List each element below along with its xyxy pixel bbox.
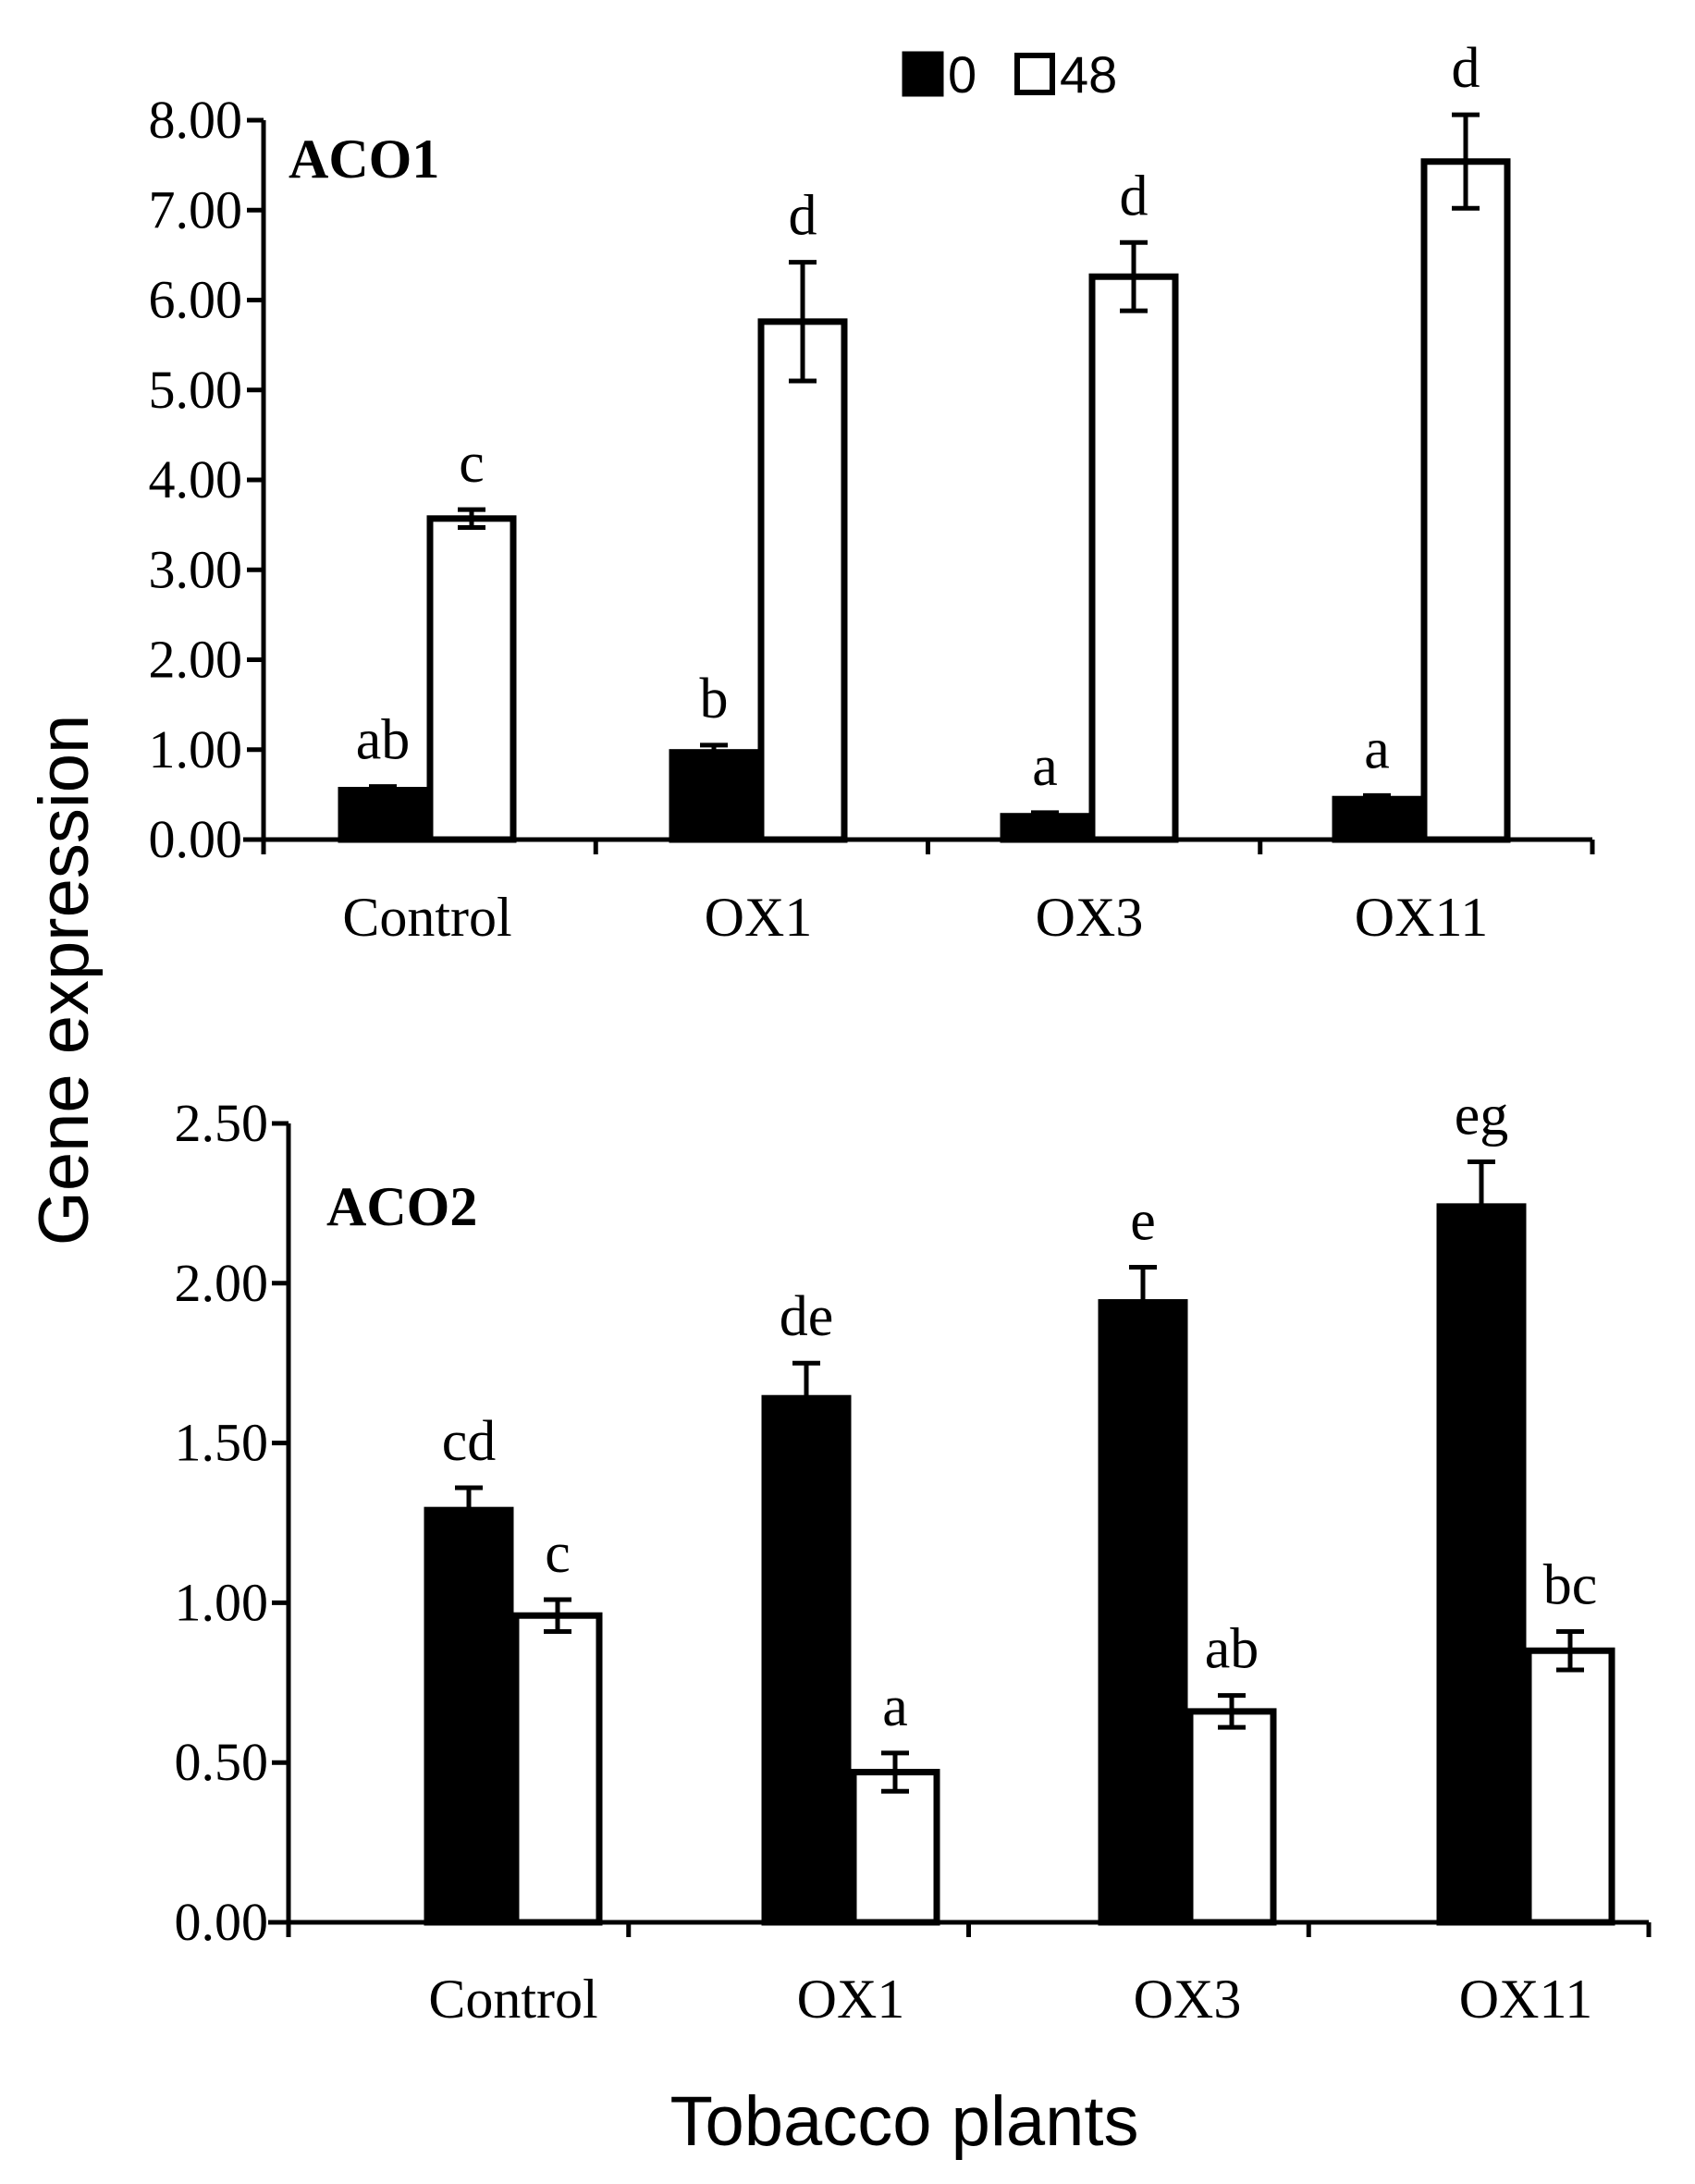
error-bar	[1120, 239, 1148, 313]
significance-label: bc	[1543, 1554, 1598, 1617]
bar-48h	[850, 1769, 940, 1926]
bar-0h	[669, 749, 759, 843]
category-label: OX3	[1036, 887, 1144, 948]
error-bar	[789, 260, 817, 384]
y-tick-label: 0.00	[175, 1892, 269, 1952]
error-bar	[1031, 810, 1059, 823]
significance-label: a	[1364, 718, 1390, 780]
significance-label: c	[545, 1522, 571, 1585]
significance-label: c	[459, 432, 485, 495]
y-tick-label: 1.00	[149, 719, 243, 779]
panel-aco2: ACO2 0.00 0.50 1.00 1.50 2.00 2.50 Control cdc OX…	[175, 1084, 1652, 2030]
chart-title: ACO2	[326, 1176, 477, 1237]
bar-0h	[1000, 813, 1090, 843]
significance-label: ab	[1205, 1618, 1259, 1681]
category-label: Control	[342, 887, 511, 948]
y-tick-label: 3.00	[149, 539, 243, 599]
bar-48h	[1525, 1647, 1615, 1926]
bar-0h	[761, 1394, 852, 1926]
category-label: OX11	[1355, 887, 1488, 948]
category-label: OX1	[797, 1969, 905, 2030]
bar-48h	[1088, 273, 1179, 843]
legend-label-0: 0	[948, 45, 976, 104]
error-bar	[700, 742, 728, 762]
chart-title: ACO1	[289, 129, 439, 190]
y-tick-label: 7.00	[149, 179, 243, 239]
category-label: OX1	[705, 887, 813, 948]
bar-0h	[1436, 1203, 1527, 1926]
category-label: Control	[428, 1969, 597, 2030]
error-bar	[544, 1597, 571, 1635]
error-bar	[458, 507, 485, 531]
significance-label: d	[789, 185, 817, 248]
bar-0h	[1332, 795, 1422, 843]
error-bar	[881, 1750, 909, 1794]
y-tick-label: 8.00	[149, 90, 243, 150]
legend-swatch-48	[1014, 53, 1055, 95]
bar-0h	[1098, 1299, 1188, 1926]
y-tick-label: 0.50	[175, 1732, 269, 1792]
significance-label: e	[1130, 1190, 1156, 1253]
error-bar	[1363, 792, 1391, 805]
y-tick-label: 2.50	[175, 1093, 269, 1153]
x-axis-title: Tobacco plants	[670, 2082, 1139, 2161]
significance-label: b	[700, 668, 729, 730]
legend-label-48: 48	[1060, 45, 1117, 104]
significance-label: d	[1452, 37, 1480, 100]
significance-label: d	[1120, 165, 1148, 227]
y-tick-label: 2.00	[149, 630, 243, 690]
significance-label: cd	[442, 1410, 497, 1473]
significance-label: de	[780, 1285, 834, 1348]
bar-48h	[1186, 1708, 1277, 1926]
legend-swatch-0	[902, 51, 944, 97]
error-bar	[455, 1485, 483, 1535]
y-tick-label: 0.00	[149, 809, 243, 869]
y-tick-label: 2.00	[175, 1253, 269, 1313]
bar-0h	[424, 1506, 514, 1926]
panel-aco1: ACO1 0.00 1.00 2.00 3.00 4.00 5.00 6.00 7.00 8.00…	[149, 37, 1595, 948]
significance-label: a	[882, 1675, 908, 1738]
significance-label: a	[1032, 735, 1058, 798]
bar-48h	[512, 1612, 603, 1926]
category-label: OX3	[1134, 1969, 1242, 2030]
category-label: OX11	[1459, 1969, 1592, 2030]
y-tick-label: 1.50	[175, 1413, 269, 1473]
significance-label: ab	[356, 709, 411, 772]
y-tick-label: 5.00	[149, 360, 243, 420]
error-bar	[1468, 1159, 1495, 1254]
bar-48h	[426, 515, 517, 843]
error-bar	[369, 784, 397, 796]
legend: 0 48	[902, 45, 1117, 104]
y-tick-label: 1.00	[175, 1572, 269, 1632]
error-bar	[1556, 1629, 1584, 1673]
bar-0h	[338, 787, 428, 843]
significance-label: eg	[1455, 1084, 1509, 1147]
y-tick-label: 6.00	[149, 270, 243, 330]
error-bar	[1218, 1693, 1246, 1730]
error-bar	[1452, 112, 1480, 211]
error-bar	[792, 1360, 820, 1436]
bar-48h	[1420, 158, 1511, 843]
y-axis-title: Gene expression	[25, 715, 104, 1246]
bar-48h	[757, 318, 848, 843]
error-bar	[1129, 1265, 1157, 1341]
y-tick-label: 4.00	[149, 449, 243, 509]
